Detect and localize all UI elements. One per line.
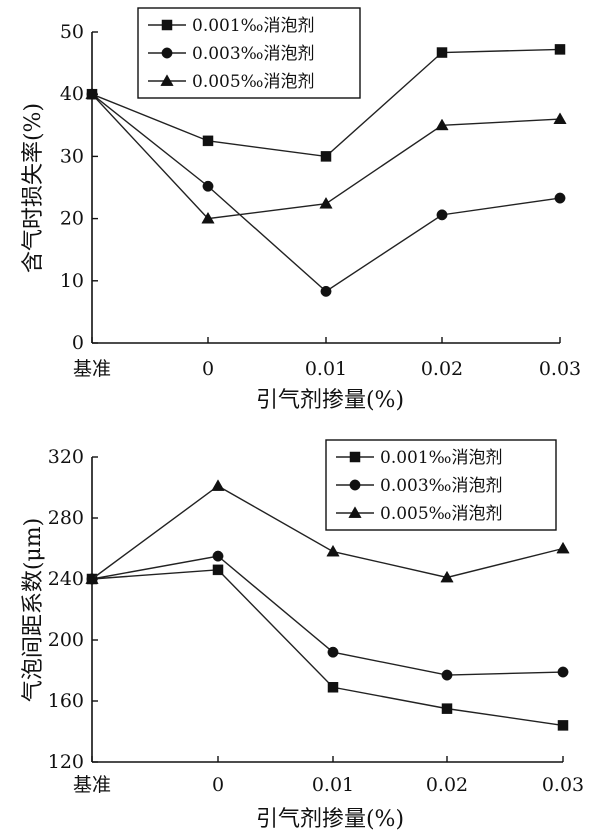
legend-marker-circle — [161, 47, 173, 59]
air-loss-rate-chart: 0 10 20 30 40 50 基准 0 0.01 0.02 0.03 含气时损失率(%) 引气剂掺量… — [21, 7, 581, 413]
data-point-square — [202, 135, 214, 147]
legend-marker-circle — [349, 479, 361, 491]
legend-marker-square — [349, 451, 361, 463]
y-axis-title: 气泡间距系数(μm) — [21, 518, 46, 702]
data-point-circle — [554, 192, 566, 204]
data-point-triangle — [326, 544, 340, 557]
data-point-circle — [557, 666, 569, 678]
data-point-circle — [436, 209, 448, 221]
y-tick-label: 40 — [60, 83, 84, 105]
y-tick-label: 0 — [72, 332, 84, 354]
data-point-circle — [320, 285, 332, 297]
data-point-square — [212, 564, 224, 576]
data-point-circle — [327, 646, 339, 658]
data-point-triangle — [85, 87, 99, 100]
data-point-triangle — [85, 572, 99, 584]
series-line-circle — [91, 93, 561, 293]
legend-label: 0.001‰消泡剂 — [380, 448, 502, 468]
legend-marker-triangle — [348, 506, 362, 518]
data-point-square — [441, 703, 453, 714]
x-tick-label: 0.02 — [421, 358, 463, 380]
data-point-square — [557, 720, 569, 731]
data-point-triangle — [556, 541, 570, 554]
legend-label: 0.005‰消泡剂 — [192, 72, 314, 92]
y-tick-label: 240 — [48, 568, 84, 590]
y-tick-label: 10 — [60, 270, 84, 292]
x-tick-label: 0 — [212, 774, 224, 796]
data-point-triangle — [435, 118, 449, 131]
data-point-circle — [202, 180, 214, 192]
data-point-square — [436, 47, 448, 58]
y-tick-label: 50 — [60, 21, 84, 43]
x-tick-label: 0.01 — [312, 774, 354, 796]
legend-marker-triangle — [160, 74, 174, 86]
legend-label: 0.003‰消泡剂 — [380, 476, 502, 496]
x-axis-title: 引气剂掺量(%) — [256, 388, 404, 413]
y-tick-label: 320 — [48, 446, 84, 468]
y-tick-label: 30 — [60, 145, 84, 167]
data-point-triangle — [553, 112, 567, 124]
legend-label: 0.001‰消泡剂 — [192, 16, 314, 36]
y-tick-label: 160 — [48, 690, 84, 712]
data-point-triangle — [211, 479, 225, 491]
legend-label: 0.005‰消泡剂 — [380, 504, 502, 524]
data-point-triangle — [440, 570, 454, 583]
y-tick-label: 280 — [48, 507, 84, 529]
x-tick-label: 基准 — [73, 774, 111, 796]
x-tick-label: 0.02 — [426, 774, 468, 796]
legend-label: 0.003‰消泡剂 — [192, 44, 314, 64]
x-tick-label: 0.03 — [542, 774, 584, 796]
x-tick-label: 基准 — [73, 358, 111, 380]
y-tick-label: 20 — [60, 208, 84, 230]
legend: 0.001‰消泡剂 0.003‰消泡剂 0.005‰消泡剂 — [137, 7, 361, 99]
data-point-triangle — [201, 211, 215, 224]
x-tick-label: 0.03 — [539, 358, 581, 380]
bubble-spacing-chart: 120 160 200 240 280 320 基准 0 0.01 0.02 0.03 气泡间距系数(… — [21, 439, 584, 832]
data-point-square — [554, 44, 566, 55]
x-axis-title: 引气剂掺量(%) — [256, 807, 404, 832]
y-tick-label: 120 — [48, 751, 84, 773]
legend-marker-square — [161, 19, 173, 31]
x-tick-label: 0 — [202, 358, 214, 380]
legend: 0.001‰消泡剂 0.003‰消泡剂 0.005‰消泡剂 — [325, 439, 557, 531]
data-point-circle — [441, 669, 453, 681]
data-point-square — [327, 682, 339, 693]
data-point-circle — [212, 550, 224, 562]
data-point-triangle — [319, 196, 333, 209]
y-axis-title: 含气时损失率(%) — [21, 103, 46, 273]
x-tick-label: 0.01 — [305, 358, 347, 380]
data-point-square — [320, 151, 332, 162]
y-tick-label: 200 — [48, 629, 84, 651]
